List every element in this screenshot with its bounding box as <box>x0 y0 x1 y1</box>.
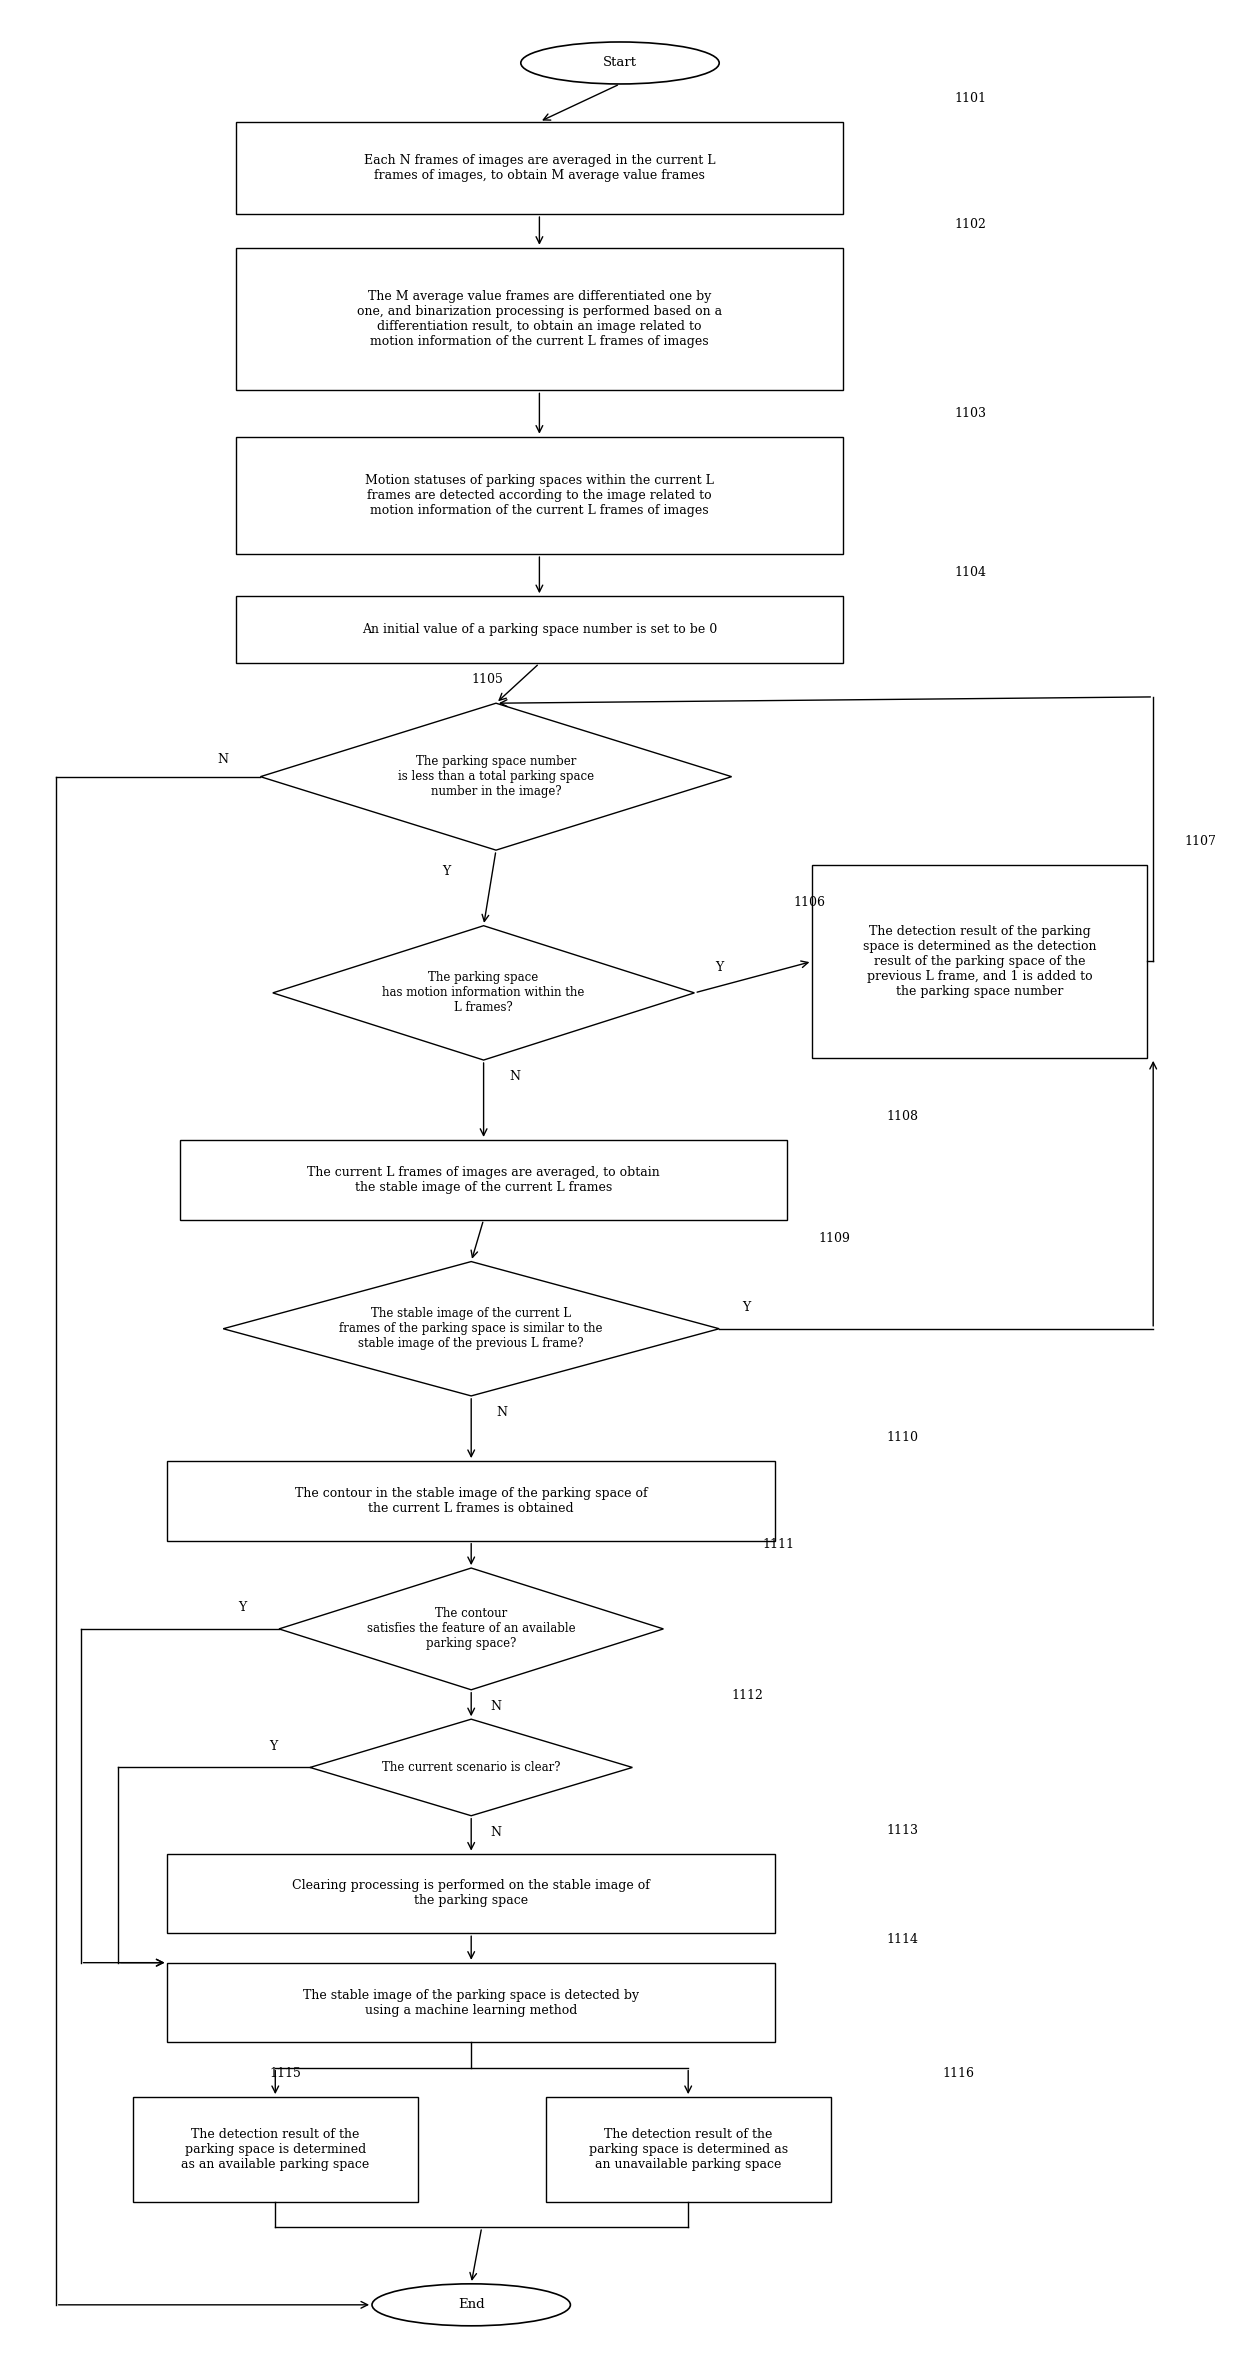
Text: Each N frames of images are averaged in the current L
frames of images, to obtai: Each N frames of images are averaged in … <box>363 154 715 183</box>
Text: Clearing processing is performed on the stable image of
the parking space: Clearing processing is performed on the … <box>293 1879 650 1907</box>
Bar <box>236 121 843 213</box>
Text: Y: Y <box>269 1741 277 1753</box>
Bar <box>236 247 843 391</box>
Polygon shape <box>310 1720 632 1815</box>
Ellipse shape <box>372 2284 570 2327</box>
Text: N: N <box>218 754 228 766</box>
Text: N: N <box>491 1826 501 1838</box>
Text: The current L frames of images are averaged, to obtain
the stable image of the c: The current L frames of images are avera… <box>308 1165 660 1193</box>
Text: The stable image of the parking space is detected by
using a machine learning me: The stable image of the parking space is… <box>303 1988 640 2016</box>
Polygon shape <box>223 1262 719 1395</box>
Text: The detection result of the parking
space is determined as the detection
result : The detection result of the parking spac… <box>863 925 1096 999</box>
Text: 1116: 1116 <box>942 2068 975 2080</box>
Polygon shape <box>273 925 694 1060</box>
Bar <box>167 1962 775 2042</box>
Text: The contour
satisfies the feature of an available
parking space?: The contour satisfies the feature of an … <box>367 1608 575 1651</box>
Bar <box>180 1141 787 1219</box>
Text: 1104: 1104 <box>955 567 987 579</box>
Bar <box>236 595 843 664</box>
Text: An initial value of a parking space number is set to be 0: An initial value of a parking space numb… <box>362 624 717 636</box>
Bar <box>167 1853 775 1933</box>
Text: Start: Start <box>603 57 637 69</box>
Text: Y: Y <box>443 866 450 878</box>
Bar <box>133 2097 418 2201</box>
Text: The parking space number
is less than a total parking space
number in the image?: The parking space number is less than a … <box>398 754 594 797</box>
Bar <box>167 1461 775 1542</box>
Text: Motion statuses of parking spaces within the current L
frames are detected accor: Motion statuses of parking spaces within… <box>365 474 714 517</box>
Text: End: End <box>458 2298 485 2310</box>
Text: 1110: 1110 <box>887 1430 919 1445</box>
Text: 1101: 1101 <box>955 93 987 104</box>
Text: The stable image of the current L
frames of the parking space is similar to the
: The stable image of the current L frames… <box>340 1307 603 1350</box>
Text: Y: Y <box>743 1302 750 1314</box>
Text: The detection result of the
parking space is determined as
an unavailable parkin: The detection result of the parking spac… <box>589 2128 787 2170</box>
Text: N: N <box>510 1070 520 1084</box>
Text: The detection result of the
parking space is determined
as an available parking : The detection result of the parking spac… <box>181 2128 370 2170</box>
Text: 1115: 1115 <box>269 2068 301 2080</box>
Text: 1114: 1114 <box>887 1933 919 1945</box>
Polygon shape <box>279 1568 663 1689</box>
Text: The M average value frames are differentiated one by
one, and binarization proce: The M average value frames are different… <box>357 289 722 349</box>
Text: 1106: 1106 <box>794 897 826 908</box>
Text: N: N <box>497 1407 507 1418</box>
Text: 1112: 1112 <box>732 1689 764 1703</box>
Bar <box>546 2097 831 2201</box>
Text: 1108: 1108 <box>887 1110 919 1122</box>
Text: The parking space
has motion information within the
L frames?: The parking space has motion information… <box>382 973 585 1015</box>
Text: 1113: 1113 <box>887 1824 919 1836</box>
Text: 1111: 1111 <box>763 1539 795 1551</box>
Polygon shape <box>260 702 732 849</box>
Text: 1102: 1102 <box>955 218 987 230</box>
Text: 1107: 1107 <box>1184 835 1216 849</box>
Bar <box>236 436 843 555</box>
Text: Y: Y <box>715 961 723 975</box>
Ellipse shape <box>521 43 719 83</box>
Text: N: N <box>491 1701 501 1713</box>
Text: 1103: 1103 <box>955 408 987 420</box>
Text: Y: Y <box>238 1601 246 1615</box>
Text: The current scenario is clear?: The current scenario is clear? <box>382 1760 560 1774</box>
Text: The contour in the stable image of the parking space of
the current L frames is : The contour in the stable image of the p… <box>295 1487 647 1516</box>
Bar <box>812 866 1147 1058</box>
Text: 1105: 1105 <box>471 674 503 686</box>
Text: 1109: 1109 <box>818 1231 851 1245</box>
